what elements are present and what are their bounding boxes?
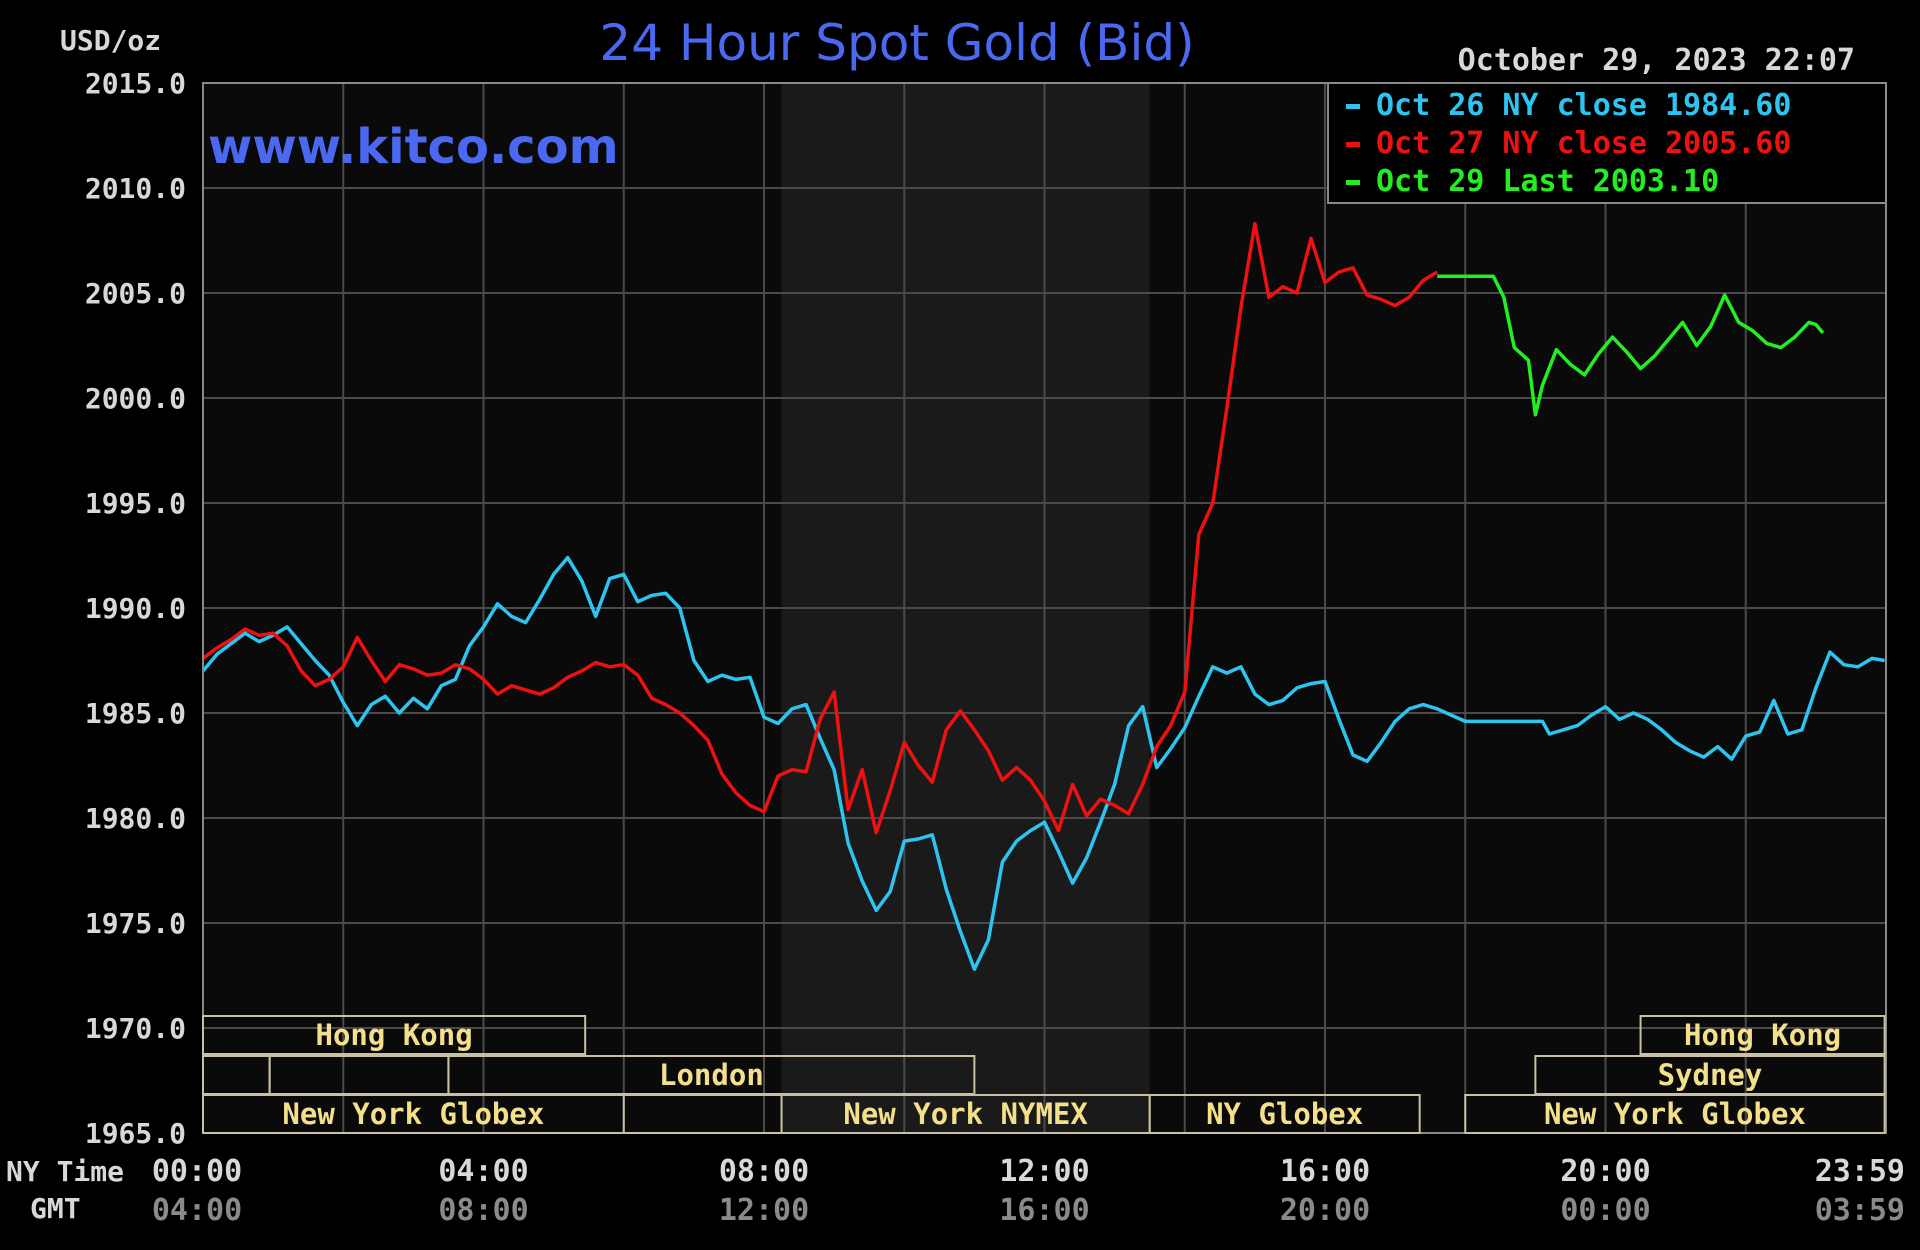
market-session-label: Hong Kong bbox=[316, 1018, 473, 1052]
y-tick-label: 1985.0 bbox=[85, 697, 186, 730]
market-session-bar bbox=[1639, 1015, 1886, 1055]
plot-area bbox=[201, 82, 1887, 1134]
market-session-bar bbox=[1464, 1094, 1886, 1134]
x-tick-gmt-label: 00:00 bbox=[1560, 1193, 1650, 1228]
x-tick-gmt-label: 12:00 bbox=[719, 1193, 809, 1228]
watermark: www.kitco.com bbox=[208, 119, 619, 175]
x-tick-ny-label: 20:00 bbox=[1560, 1154, 1650, 1189]
legend-swatch bbox=[1346, 142, 1360, 147]
market-sessions: Hong Kong London New York Globex New York N… bbox=[202, 1015, 1886, 1134]
x-tick-ny-label: 16:00 bbox=[1280, 1154, 1370, 1189]
x-tick-ny-label: 00:00 bbox=[152, 1154, 242, 1189]
series-line-3 bbox=[1437, 274, 1825, 417]
market-session-label: London bbox=[659, 1058, 764, 1092]
x-tick-ny-label: 08:00 bbox=[719, 1154, 809, 1189]
axes: 2015.0 2010.0 2005.0 2000.0 1995.0 1990.0 1985… bbox=[6, 67, 1905, 1228]
market-session-label: New York NYMEX bbox=[843, 1097, 1088, 1131]
legend-entry: Oct 29 Last 2003.10 bbox=[1376, 164, 1719, 199]
x-tick-gmt-label: 20:00 bbox=[1280, 1193, 1370, 1228]
x-tick-ny-label: 04:00 bbox=[438, 1154, 528, 1189]
x-axis-gmt-label: GMT bbox=[30, 1192, 81, 1225]
y-tick-label: 1965.0 bbox=[85, 1117, 186, 1150]
x-tick-gmt-label: 16:00 bbox=[999, 1193, 1089, 1228]
market-session-label: Hong Kong bbox=[1684, 1018, 1841, 1052]
y-tick-label: 2000.0 bbox=[85, 382, 186, 415]
market-session-bar bbox=[202, 1094, 625, 1134]
series-line-2 bbox=[201, 221, 1439, 835]
x-tick-gmt-label: 04:00 bbox=[152, 1193, 242, 1228]
y-tick-label: 2010.0 bbox=[85, 172, 186, 205]
chart-title: 24 Hour Spot Gold (Bid) bbox=[599, 14, 1194, 72]
legend-entry: Oct 27 NY close 2005.60 bbox=[1376, 126, 1791, 161]
legend-swatch bbox=[1346, 180, 1360, 185]
chart-datetime: October 29, 2023 22:07 bbox=[1458, 43, 1855, 78]
legend-box bbox=[1327, 82, 1887, 204]
x-tick-ny-label: 12:00 bbox=[999, 1154, 1089, 1189]
x-tick-ny-label: 23:59 bbox=[1815, 1154, 1905, 1189]
y-tick-label: 1990.0 bbox=[85, 592, 186, 625]
market-session-label: New York Globex bbox=[282, 1097, 544, 1131]
x-tick-gmt-label: 08:00 bbox=[438, 1193, 528, 1228]
x-tick-gmt-label: 03:59 bbox=[1815, 1193, 1905, 1228]
x-axis-ny-time-label: NY Time bbox=[6, 1155, 124, 1188]
series-line-1 bbox=[201, 555, 1885, 971]
y-tick-label: 1995.0 bbox=[85, 487, 186, 520]
y-unit-label: USD/oz bbox=[60, 24, 161, 57]
y-tick-label: 1980.0 bbox=[85, 802, 186, 835]
market-session-label: New York Globex bbox=[1544, 1097, 1806, 1131]
market-session-label: Sydney bbox=[1658, 1058, 1763, 1092]
y-tick-label: 1975.0 bbox=[85, 907, 186, 940]
legend-swatch bbox=[1346, 104, 1360, 109]
market-session-bar bbox=[202, 1015, 587, 1055]
legend-entry: Oct 26 NY close 1984.60 bbox=[1376, 88, 1791, 123]
y-tick-label: 1970.0 bbox=[85, 1012, 186, 1045]
y-tick-label: 2005.0 bbox=[85, 277, 186, 310]
market-session-bar bbox=[1148, 1094, 1421, 1134]
y-tick-label: 2015.0 bbox=[85, 67, 186, 100]
market-session-label: NY Globex bbox=[1206, 1097, 1363, 1131]
